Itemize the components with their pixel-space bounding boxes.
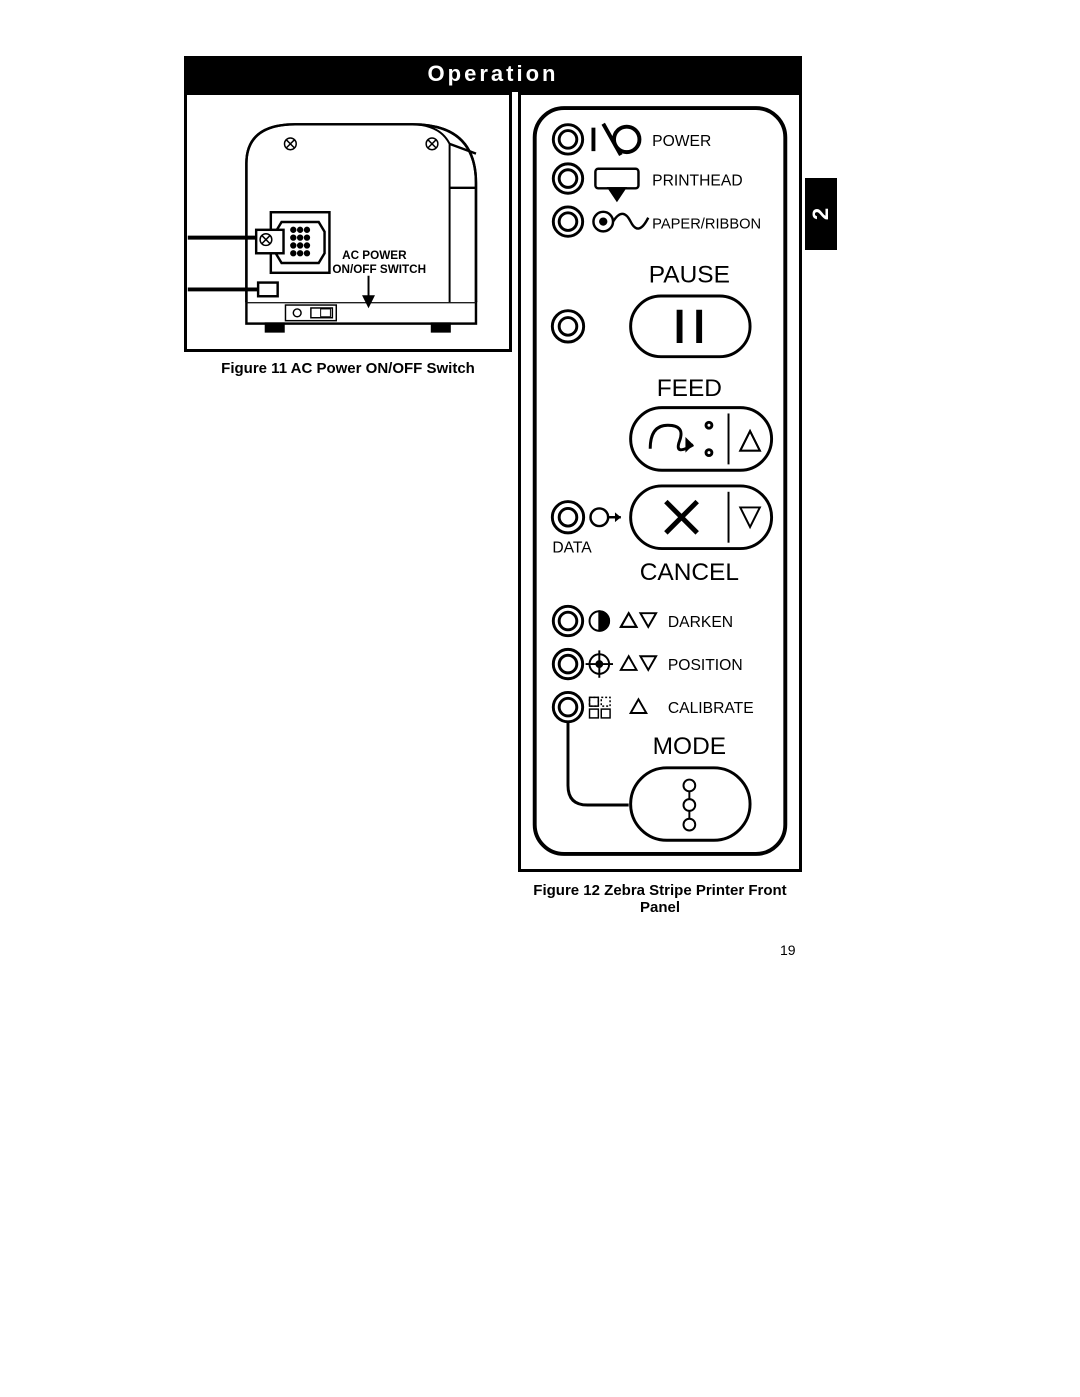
calibrate-label: CALIBRATE	[668, 700, 754, 717]
printer-side-diagram: AC POWER ON/OFF SWITCH	[187, 95, 509, 349]
figure-12-box: POWER PRINTHEAD PAPER/RIBBON PAUSE FEED	[518, 92, 802, 872]
page-number: 19	[780, 942, 796, 958]
figure-12-caption: Figure 12 Zebra Stripe Printer Front Pan…	[518, 882, 802, 916]
chapter-tab-label: 2	[808, 208, 834, 220]
pause-led	[552, 311, 583, 342]
darken-label: DARKEN	[668, 614, 733, 631]
front-panel-diagram: POWER PRINTHEAD PAPER/RIBBON PAUSE FEED	[521, 95, 799, 869]
figure-11-box: AC POWER ON/OFF SWITCH	[184, 92, 512, 352]
feed-button[interactable]	[631, 408, 772, 471]
data-label: DATA	[552, 539, 592, 556]
feed-label: FEED	[657, 375, 722, 402]
pause-label: PAUSE	[649, 261, 730, 288]
cancel-label: CANCEL	[640, 559, 739, 586]
cancel-button[interactable]	[631, 486, 772, 549]
pause-button[interactable]	[631, 296, 750, 357]
ac-power-label-2: ON/OFF SWITCH	[332, 263, 426, 276]
paper-ribbon-label: PAPER/RIBBON	[652, 216, 761, 232]
data-led	[552, 502, 583, 533]
position-label: POSITION	[668, 657, 743, 674]
chapter-tab: 2	[805, 178, 837, 250]
mode-label: MODE	[653, 733, 726, 760]
mode-button[interactable]	[631, 768, 750, 840]
section-header: Operation	[184, 56, 802, 92]
power-label: POWER	[652, 133, 711, 150]
printhead-label: PRINTHEAD	[652, 172, 742, 189]
ac-power-label-1: AC POWER	[342, 249, 407, 262]
figure-11-caption: Figure 11 AC Power ON/OFF Switch	[184, 360, 512, 377]
